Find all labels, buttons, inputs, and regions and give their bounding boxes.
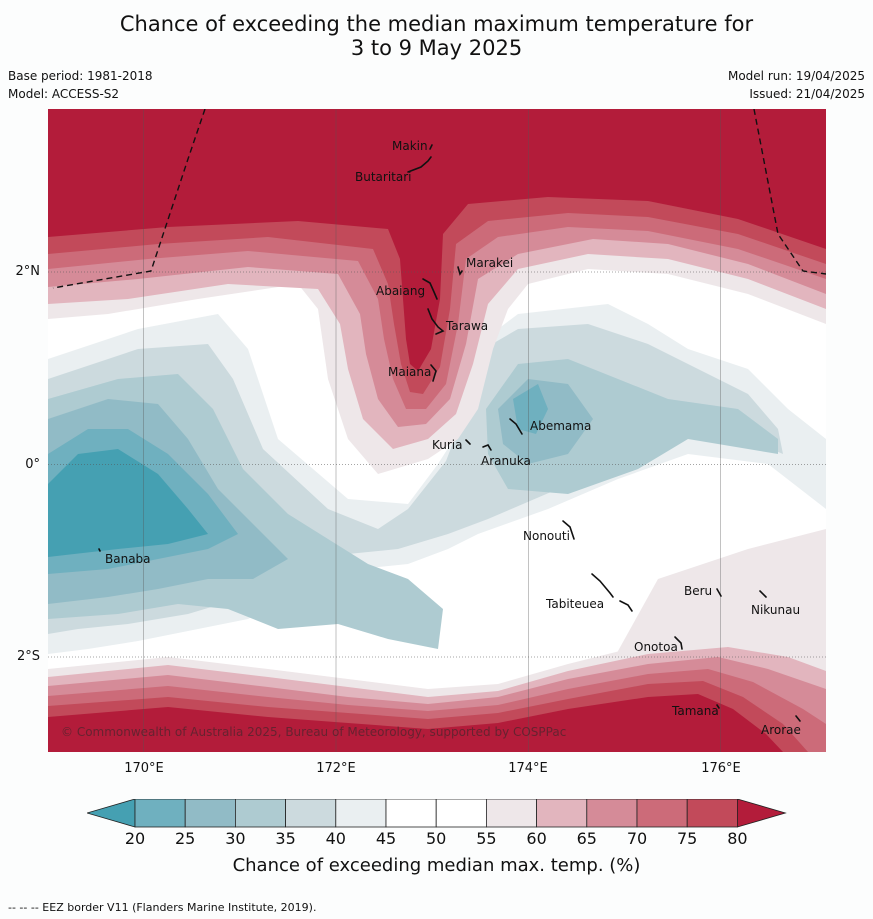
colorbar-tick-50: 50 [426,829,447,848]
island-butaritari [407,156,432,173]
colorbar-tick-60: 60 [526,829,547,848]
probability-map [48,109,826,752]
model-run: Model run: 19/04/2025 [727,69,865,83]
colorbar-title: Chance of exceeding median max. temp. (%… [232,855,641,876]
colorbar-tick-25: 25 [175,829,196,848]
place-label-banaba: Banaba [105,552,151,566]
title-line-1: Chance of exceeding the median maximum t… [119,12,754,36]
colorbar-segment [586,799,638,828]
colorbar-segment [134,799,186,828]
colorbar-tick-35: 35 [275,829,296,848]
colorbar-tick-40: 40 [325,829,346,848]
lon-label-170e: 170°E [124,761,164,776]
place-label-tarawa: Tarawa [446,319,489,333]
place-label-nonouti: Nonouti [523,529,570,543]
island-arorae [795,715,801,722]
colorbar-segment [335,799,387,828]
island-onotoa [674,636,683,650]
band-above-80-north [48,109,826,371]
colorbar-tick-70: 70 [626,829,648,848]
colorbar-segment [636,799,688,828]
place-label-butaritari: Butaritari [355,170,412,184]
island-marakei [457,266,463,276]
parallels [48,271,826,658]
place-label-abaiang: Abaiang [376,284,426,298]
place-label-beru: Beru [684,584,713,598]
island-nikunau [759,590,767,598]
place-label-maiana: Maiana [388,365,432,379]
island-tabiteuea-north [591,573,614,598]
colorbar-segment [285,799,337,828]
issued-date: Issued: 21/04/2025 [749,87,865,101]
island-makin [429,144,433,150]
colorbar-segments [87,799,787,828]
island-kuria [465,439,471,445]
eez-border [52,109,826,289]
eez-border-east [753,109,826,275]
colorbar-tick-65: 65 [576,829,597,848]
colorbar-segment [385,799,437,828]
island-banaba [98,548,101,552]
place-label-abemama: Abemama [530,419,592,433]
band-55-60-southeast [608,529,826,669]
island-beru [716,588,722,597]
eez-legend-note: -- -- -- EEZ border V11 (Flanders Marine… [8,901,317,914]
band-20-25-central [513,384,548,434]
island-abaiang [422,278,438,300]
colorbar-segment [435,799,487,828]
place-label-aranuka: Aranuka [481,454,531,468]
lon-label-176e: 176°E [701,761,741,776]
lat-label-2s: 2°S [16,649,40,664]
colorbar-segment [485,799,537,828]
place-label-tabiteuea: Tabiteuea [546,597,605,611]
place-label-onotoa: Onotoa [634,640,678,654]
eez-border-west [52,109,206,289]
title-line-2: 3 to 9 May 2025 [350,36,523,60]
island-tarawa [427,308,445,335]
island-abemama [509,418,523,435]
island-maiana [430,364,437,382]
lon-label-174e: 174°E [508,761,548,776]
colorbar-segment [536,799,588,828]
place-label-tamana: Tamana [672,704,719,718]
colorbar-extend-low [87,799,136,828]
graticule [143,109,721,752]
lat-label-2n: 2°N [15,264,41,279]
island-nonouti [562,520,575,540]
chart-title: Chance of exceeding the median maximum t… [0,12,873,60]
colorbar-tick-75: 75 [677,829,698,848]
place-label-nikunau: Nikunau [751,603,801,617]
band-below-20 [48,449,208,557]
place-label-makin: Makin [392,139,428,153]
colorbar-tick-55: 55 [476,829,497,848]
map-canvas [48,109,826,752]
colorbar [87,799,787,828]
colorbar-tick-30: 30 [225,829,246,848]
colorbar-segment [686,799,738,828]
place-label-marakei: Marakei [466,256,514,270]
model-name: Model: ACCESS-S2 [8,87,120,101]
copyright-notice: © Commonwealth of Australia 2025, Bureau… [61,725,567,739]
base-period: Base period: 1981-2018 [8,69,153,83]
island-aranuka [482,444,492,451]
lat-label-equator: 0° [25,457,40,472]
colorbar-tick-80: 80 [727,829,748,848]
colorbar-segment [234,799,286,828]
colorbar-segment [184,799,236,828]
colorbar-tick-20: 20 [124,829,146,848]
island-tamana [716,704,720,709]
island-tabiteuea-south [619,600,633,612]
place-label-arorae: Arorae [761,723,801,737]
islands [98,144,801,722]
colorbar-tick-45: 45 [375,829,397,848]
lon-label-172e: 172°E [316,761,356,776]
colorbar-extend-high [737,799,787,828]
place-label-kuria: Kuria [432,438,463,452]
band-above-80-south [48,694,783,752]
